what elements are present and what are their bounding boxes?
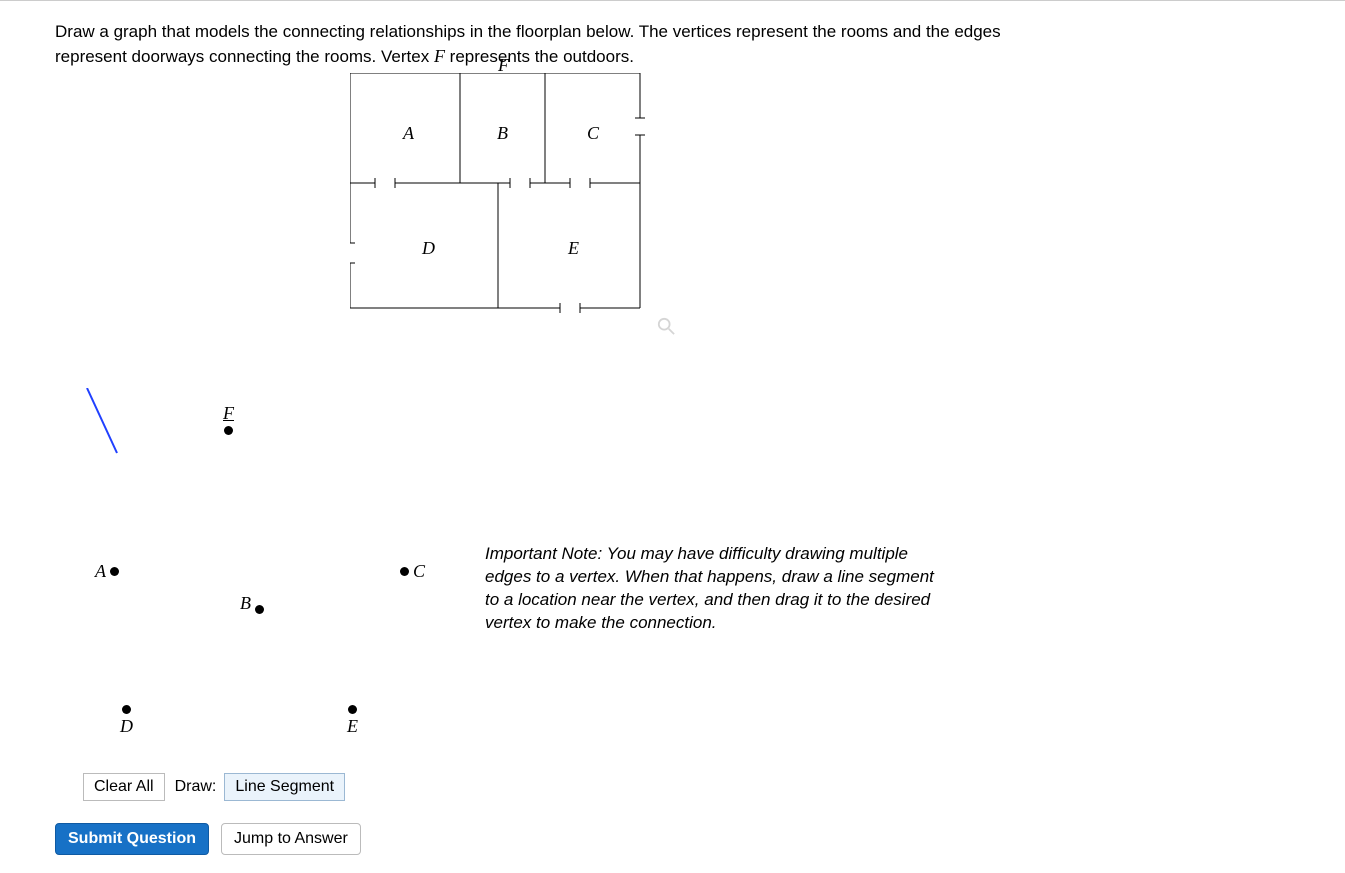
floorplan-diagram: F — [350, 73, 660, 353]
vertex-A[interactable]: A — [95, 561, 119, 582]
vertex-label: C — [413, 561, 425, 582]
vertex-dot — [122, 705, 131, 714]
floorplan-svg — [350, 73, 650, 333]
vertex-label: E — [347, 716, 358, 737]
floorplan-label-F: F — [498, 55, 509, 76]
line-segment-tool-button[interactable]: Line Segment — [224, 773, 345, 801]
draw-toolbar: Clear All Draw: Line Segment — [83, 773, 1345, 801]
draw-label: Draw: — [165, 774, 225, 800]
vertex-variable: F — [434, 46, 445, 66]
vertex-dot — [110, 567, 119, 576]
vertex-label: B — [240, 593, 251, 614]
important-note: Important Note: You may have difficulty … — [485, 543, 945, 635]
vertex-label: F — [223, 403, 234, 424]
vertex-dot — [255, 605, 264, 614]
floorplan-room-label: D — [422, 238, 435, 259]
note-lead: Important Note: — [485, 544, 602, 563]
question-text: Draw a graph that models the connecting … — [55, 21, 1025, 69]
drawn-segment[interactable] — [65, 388, 125, 458]
vertex-label: A — [95, 561, 106, 582]
vertex-E[interactable]: E — [347, 705, 358, 737]
vertex-D[interactable]: D — [120, 705, 133, 737]
floorplan-room-label: A — [403, 123, 414, 144]
submit-row: Submit Question Jump to Answer — [55, 823, 1345, 855]
vertex-dot — [224, 426, 233, 435]
graph-canvas[interactable]: F A C B D E — [55, 388, 455, 758]
vertex-B[interactable]: B — [240, 593, 264, 614]
question-page: Draw a graph that models the connecting … — [0, 0, 1345, 873]
jump-to-answer-button[interactable]: Jump to Answer — [221, 823, 361, 855]
vertex-C[interactable]: C — [400, 561, 425, 582]
note-emph: near — [581, 590, 615, 609]
question-text-after: represents the outdoors. — [450, 47, 634, 66]
submit-question-button[interactable]: Submit Question — [55, 823, 209, 855]
vertex-dot — [400, 567, 409, 576]
floorplan-room-label: C — [587, 123, 599, 144]
answer-area: F A C B D E — [55, 388, 1345, 758]
clear-all-button[interactable]: Clear All — [83, 773, 165, 801]
floorplan-room-label: E — [568, 238, 579, 259]
zoom-icon[interactable] — [657, 317, 675, 335]
vertex-label: D — [120, 716, 133, 737]
vertex-dot — [348, 705, 357, 714]
vertex-F[interactable]: F — [223, 403, 234, 435]
floorplan-room-label: B — [497, 123, 508, 144]
